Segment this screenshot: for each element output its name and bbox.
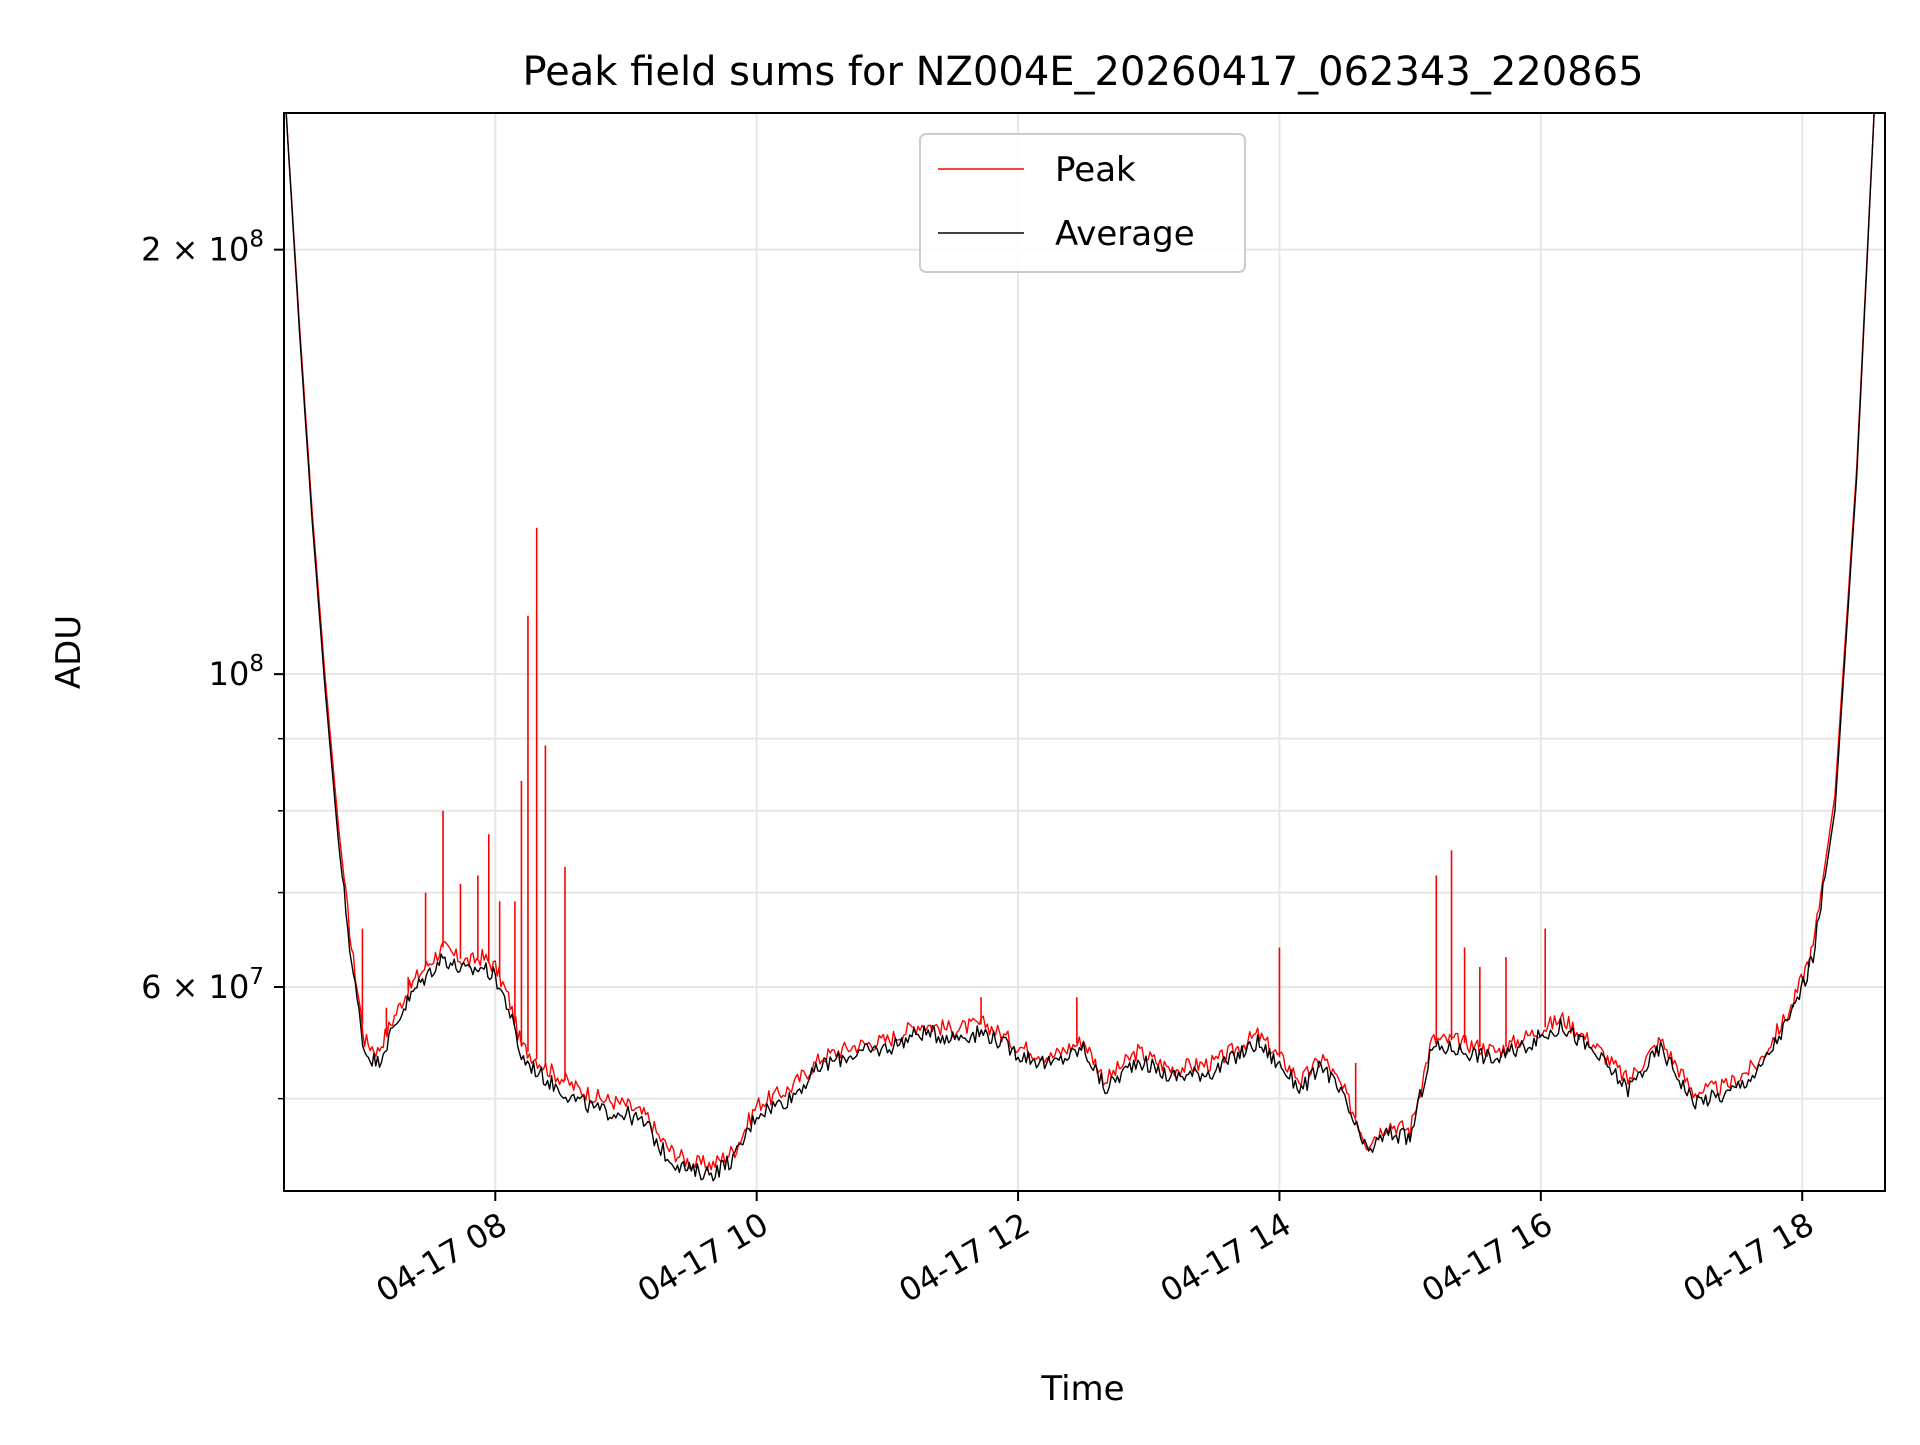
y-axis-label: ADU: [49, 615, 89, 689]
y-tick-label: 2 × 108: [141, 227, 264, 269]
chart-title: Peak field sums for NZ004E_20260417_0623…: [522, 49, 1643, 95]
y-tick-label: 108: [209, 651, 264, 693]
x-axis-label: Time: [1040, 1369, 1124, 1409]
y-tick-label: 6 × 107: [141, 964, 264, 1006]
legend-label-peak: Peak: [1055, 150, 1136, 190]
series-line-average: [285, 113, 1875, 1182]
grid-lines: [284, 113, 1885, 1191]
legend-label-average: Average: [1055, 214, 1195, 254]
legend: Peak Average: [919, 133, 1246, 273]
series-lines: [285, 113, 1875, 1182]
plot-frame: [283, 112, 1886, 1192]
